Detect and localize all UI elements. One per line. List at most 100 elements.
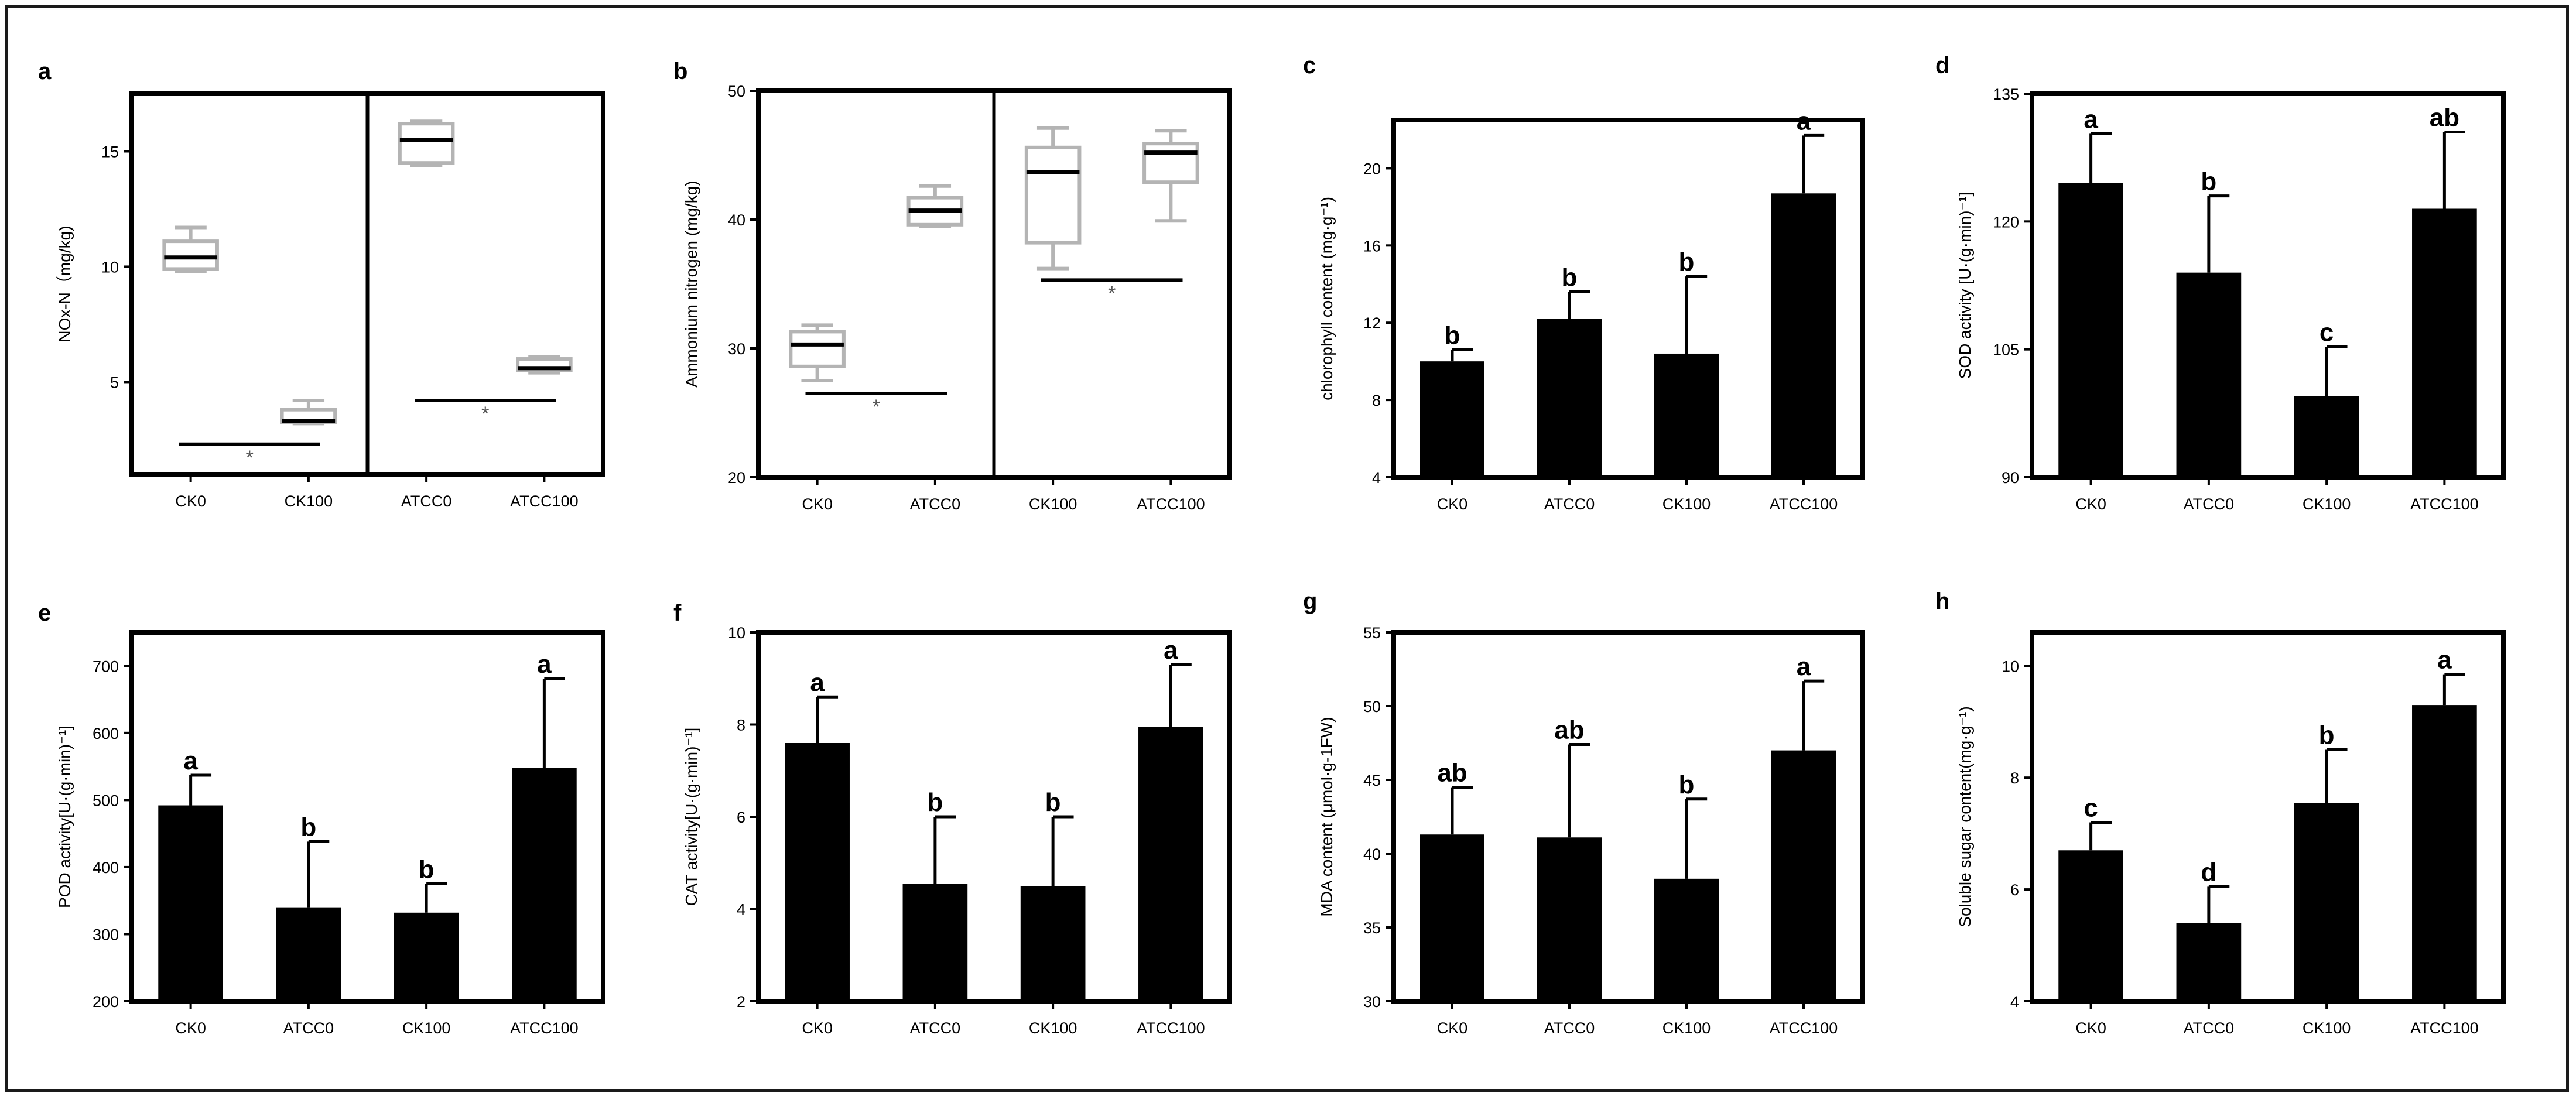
significance-letter: b [419, 855, 435, 884]
significance-letter: a [810, 668, 825, 697]
box [162, 239, 219, 271]
significance-letter: b [1679, 771, 1695, 799]
bar [2058, 183, 2123, 477]
x-tick-label: ATCC0 [2184, 1019, 2235, 1037]
box [789, 330, 846, 368]
axes-frame [2030, 91, 2506, 480]
x-tick-label: ATCC100 [1770, 495, 1838, 513]
bar [158, 805, 223, 1001]
x-tick-label: ATCC0 [910, 1019, 961, 1037]
significance-letter: a [2437, 646, 2452, 675]
x-tick-label: CK0 [2075, 495, 2106, 513]
x-tick-label: ATCC100 [510, 492, 579, 510]
x-tick-label: CK100 [285, 492, 333, 510]
significance-letter: b [2201, 167, 2216, 196]
y-tick-label: 4 [1372, 469, 1381, 487]
significance-letter: b [1445, 321, 1460, 350]
y-tick-label: 120 [1993, 213, 2019, 231]
x-tick-label: ATCC0 [401, 492, 452, 510]
panel-a: a 5 10 15 NOx-N（mg/kg) CK0 CK100 ATCC0 ATCC100 * * [38, 59, 605, 510]
panel-f: f 2 4 6 8 10 CAT activity[U·(g·min)⁻¹] CK0 ATCC0… [673, 600, 1232, 1037]
significance-star: * [481, 403, 489, 425]
significance-letter: b [1679, 248, 1695, 276]
y-tick-label: 55 [1363, 624, 1381, 642]
y-tick-label: 30 [728, 340, 745, 358]
significance-letter: a [183, 747, 198, 775]
x-tick-label: CK100 [2303, 1019, 2351, 1037]
significance-star: * [246, 447, 254, 469]
x-tick-label: ATCC100 [2410, 1019, 2479, 1037]
y-tick-label: 10 [728, 624, 745, 642]
y-tick-label: 5 [110, 374, 119, 391]
significance-letter: a [1797, 652, 1811, 681]
axes-frame [129, 630, 605, 1004]
bar [512, 768, 577, 1001]
bar [2176, 272, 2242, 477]
x-tick-label: ATCC100 [510, 1019, 579, 1037]
bar [2412, 208, 2477, 477]
y-axis-label: Soluble sugar content(mg·g⁻¹) [1956, 706, 1974, 927]
significance-letter: a [1164, 636, 1178, 665]
panel-g: g 30 35 40 45 50 55 MDA content (μmol·g-1FW) CK0… [1303, 588, 1865, 1037]
significance-star: * [1108, 282, 1116, 304]
x-tick-label: CK0 [1437, 1019, 1468, 1037]
y-tick-label: 35 [1363, 919, 1381, 937]
bar [2058, 850, 2123, 1001]
y-tick-label: 45 [1363, 772, 1381, 789]
significance-letter: ab [1437, 759, 1467, 788]
significance-letter: b [2319, 721, 2335, 749]
axes-frame [1391, 118, 1865, 480]
x-tick-label: CK100 [1029, 495, 1077, 513]
x-tick-label: CK0 [175, 492, 206, 510]
x-tick-label: CK0 [1437, 495, 1468, 513]
figure-frame [5, 5, 2569, 1092]
x-tick-label: ATCC0 [910, 495, 961, 513]
y-tick-label: 8 [2010, 769, 2019, 787]
panel-letter: h [1935, 588, 1949, 614]
panel-c: c 4 8 12 16 20 chlorophyll content (mg·g⁻¹) CK0… [1303, 53, 1865, 513]
y-tick-label: 4 [737, 901, 745, 919]
y-tick-label: 40 [1363, 845, 1381, 863]
panel-d: d 90 105 120 135 SOD activity [U·(g·min)⁻¹] CK… [1935, 53, 2506, 513]
y-axis-label: NOx-N（mg/kg) [56, 225, 74, 342]
bar [1420, 361, 1484, 477]
y-tick-label: 30 [1363, 993, 1381, 1011]
panel-letter: f [673, 600, 682, 626]
box [1142, 142, 1199, 184]
y-tick-label: 600 [93, 725, 119, 742]
bar [2294, 396, 2359, 477]
x-tick-label: ATCC100 [1770, 1019, 1838, 1037]
bar [785, 743, 850, 1001]
bar [394, 912, 459, 1001]
significance-letter: ab [1554, 716, 1584, 745]
significance-letter: a [1797, 107, 1811, 135]
x-tick-label: CK0 [2075, 1019, 2106, 1037]
bar [1420, 834, 1484, 1001]
panel-b: b 20 30 40 50 Ammonium nitrogen (mg/kg) CK0 ATC… [673, 59, 1232, 513]
bar [1771, 750, 1836, 1001]
bar [1020, 886, 1086, 1001]
y-tick-label: 200 [93, 993, 119, 1011]
panel-letter: g [1303, 588, 1317, 614]
y-tick-label: 8 [737, 717, 745, 734]
y-tick-label: 500 [93, 792, 119, 809]
panel-letter: c [1303, 53, 1316, 78]
bar [276, 907, 341, 1001]
bar [1654, 878, 1719, 1001]
y-tick-label: 4 [2010, 993, 2019, 1011]
bar [2176, 923, 2242, 1001]
y-tick-label: 6 [2010, 881, 2019, 899]
x-tick-label: ATCC100 [1137, 495, 1205, 513]
significance-letter: d [2201, 858, 2216, 886]
y-axis-label: POD activity[U·(g·min)⁻¹] [56, 725, 74, 908]
axes-frame [2030, 630, 2506, 1004]
box [1024, 145, 1082, 245]
bar [902, 884, 968, 1001]
bar [2294, 803, 2359, 1001]
x-tick-label: ATCC0 [1544, 1019, 1595, 1037]
y-tick-label: 105 [1993, 341, 2019, 359]
bar [1771, 193, 1836, 477]
x-tick-label: CK0 [802, 495, 833, 513]
significance-letter: c [2320, 318, 2334, 347]
significance-letter: b [1045, 788, 1061, 817]
